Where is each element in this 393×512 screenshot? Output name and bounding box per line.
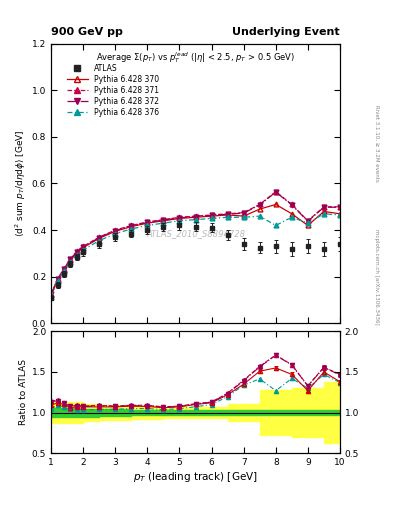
Text: Average $\Sigma(p_T)$ vs $p_T^{lead}$ ($|\eta|$ < 2.5, $p_T$ > 0.5 GeV): Average $\Sigma(p_T)$ vs $p_T^{lead}$ ($… bbox=[96, 51, 295, 66]
Y-axis label: Ratio to ATLAS: Ratio to ATLAS bbox=[19, 359, 28, 425]
Legend: ATLAS, Pythia 6.428 370, Pythia 6.428 371, Pythia 6.428 372, Pythia 6.428 376: ATLAS, Pythia 6.428 370, Pythia 6.428 37… bbox=[64, 61, 162, 120]
Text: ATLAS_2010_S8894728: ATLAS_2010_S8894728 bbox=[146, 229, 245, 239]
Text: Underlying Event: Underlying Event bbox=[232, 27, 340, 36]
Text: Rivet 3.1.10, ≥ 3.2M events: Rivet 3.1.10, ≥ 3.2M events bbox=[374, 105, 379, 182]
Y-axis label: $\langle$d$^2$ sum $p_T$/d$\eta$d$\phi\rangle$ [GeV]: $\langle$d$^2$ sum $p_T$/d$\eta$d$\phi\r… bbox=[13, 130, 28, 237]
Text: 900 GeV pp: 900 GeV pp bbox=[51, 27, 123, 36]
X-axis label: $p_T$ (leading track) [GeV]: $p_T$ (leading track) [GeV] bbox=[133, 470, 258, 484]
Text: mcplots.cern.ch [arXiv:1306.3436]: mcplots.cern.ch [arXiv:1306.3436] bbox=[374, 229, 379, 324]
